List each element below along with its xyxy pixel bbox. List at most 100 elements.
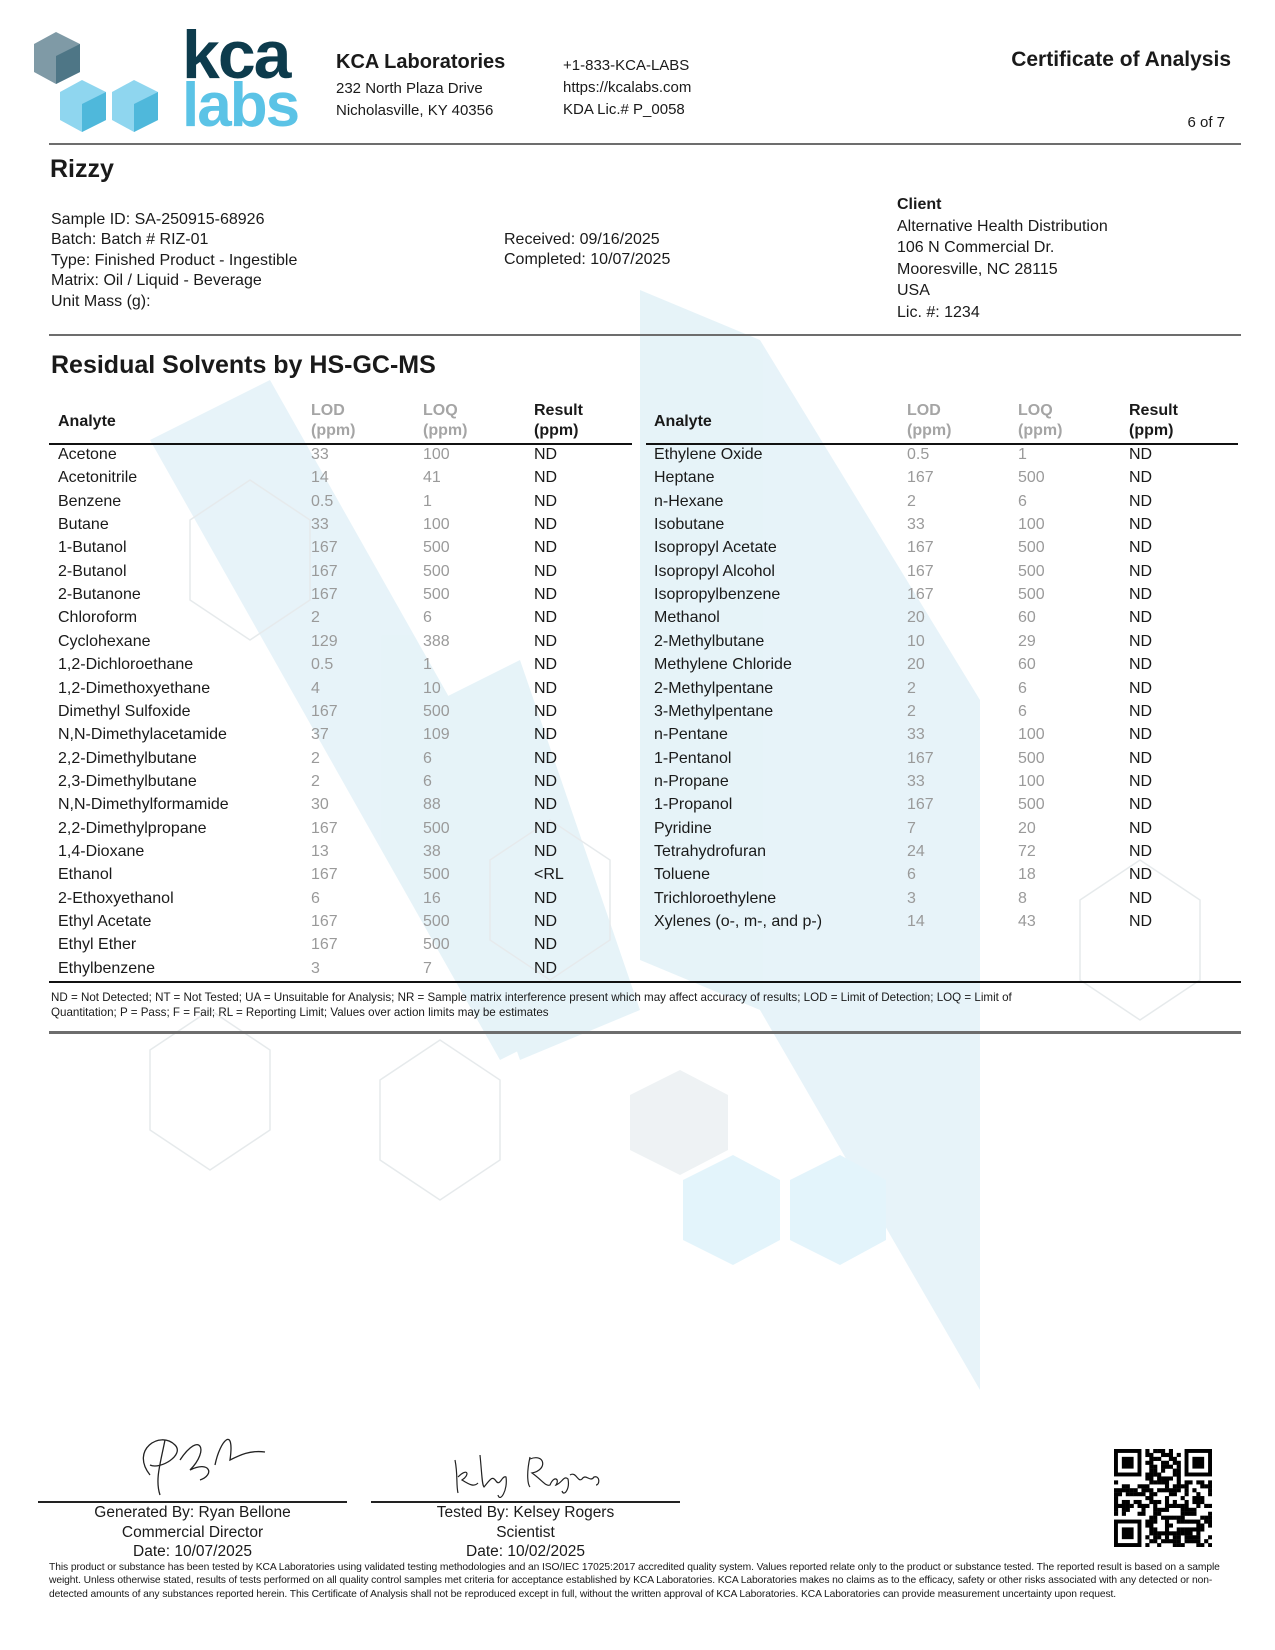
cell-lod: 2: [311, 609, 320, 627]
cell-lod: 167: [311, 936, 338, 954]
cell-lod: 167: [311, 702, 338, 720]
cell-result: ND: [1129, 796, 1153, 814]
generated-by: Generated By: Ryan Bellone: [94, 1504, 291, 1521]
column-header-loq: LOQ (ppm): [1018, 401, 1062, 441]
cell-analyte: n-Pentane: [654, 726, 728, 744]
cell-lod: 6: [311, 889, 320, 907]
cell-lod: 167: [311, 913, 338, 930]
cell-analyte: Tetrahydrofuran: [654, 842, 767, 860]
generated-by-block: Generated By: Ryan Bellone Commercial Di…: [38, 1503, 347, 1562]
cell-lod: 167: [311, 586, 338, 604]
cell-analyte: N,N-Dimethylformamide: [58, 796, 229, 814]
tested-by-title: Scientist: [496, 1523, 555, 1541]
cell-analyte: Benzene: [58, 492, 122, 510]
column-header-result-label: Result: [1129, 402, 1178, 419]
table-header-rule: [49, 443, 632, 445]
client-street: 106 N Commercial Dr.: [897, 239, 1055, 256]
cell-analyte: 2-Methylpentane: [654, 679, 774, 697]
cell-lod: 14: [311, 469, 329, 487]
cell-analyte: 1-Propanol: [654, 796, 733, 814]
cell-analyte: Heptane: [654, 469, 715, 487]
cell-loq: 500: [1018, 586, 1045, 604]
cell-result: ND: [1129, 446, 1153, 463]
lab-address-line2: Nicholasville, KY 40356: [336, 102, 494, 119]
cell-loq: 500: [423, 562, 450, 580]
cell-result: ND: [534, 913, 558, 930]
cell-analyte: Isopropylbenzene: [654, 586, 781, 604]
cell-lod: 24: [907, 842, 925, 860]
cell-loq: 43: [1018, 913, 1036, 930]
cell-result: ND: [534, 446, 558, 463]
cell-loq: 100: [1018, 516, 1045, 534]
cell-analyte: Isopropyl Acetate: [654, 539, 777, 557]
cell-analyte: n-Propane: [654, 772, 729, 790]
cell-loq: 500: [423, 913, 450, 930]
cell-result: ND: [534, 796, 558, 814]
cell-analyte: Ethyl Ether: [58, 936, 137, 954]
cell-result: ND: [534, 936, 558, 954]
cell-loq: 500: [1018, 539, 1045, 557]
cell-lod: 14: [907, 913, 925, 930]
cell-result: ND: [534, 586, 558, 604]
cell-result: ND: [1129, 726, 1153, 744]
qr-code-icon[interactable]: [1114, 1449, 1212, 1547]
cell-analyte: 2,3-Dimethylbutane: [58, 772, 197, 790]
sample-dates: Received: 09/16/2025 Completed: 10/07/20…: [504, 230, 670, 271]
cell-analyte: 2,2-Dimethylpropane: [58, 819, 207, 837]
cell-analyte: Methylene Chloride: [654, 656, 792, 674]
table-bottom-rule: [49, 981, 1241, 983]
lab-website[interactable]: https://kcalabs.com: [563, 79, 692, 96]
signature-ryan-bellone: [142, 1438, 266, 1496]
client-name: Alternative Health Distribution: [897, 217, 1108, 235]
cell-lod: 167: [907, 749, 934, 767]
column-header-result-unit: (ppm): [1129, 422, 1174, 439]
cell-analyte: Chloroform: [58, 609, 138, 627]
signature-line: [38, 1501, 347, 1503]
cell-result: ND: [1129, 516, 1153, 534]
page-number: 6 of 7: [1187, 114, 1225, 131]
section-title: Residual Solvents by HS-GC-MS: [51, 351, 436, 379]
cell-loq: 18: [1018, 866, 1036, 884]
cell-loq: 6: [1018, 492, 1027, 510]
tested-date: Date: 10/02/2025: [466, 1543, 585, 1560]
client-label: Client: [897, 196, 942, 213]
cell-loq: 100: [423, 516, 450, 534]
cell-lod: 33: [311, 446, 329, 463]
cell-loq: 88: [423, 796, 441, 814]
divider: [49, 334, 1241, 336]
cell-analyte: Ethyl Acetate: [58, 913, 152, 930]
sample-id: Sample ID: SA-250915-68926: [51, 211, 265, 228]
cell-result: ND: [534, 679, 558, 697]
cell-lod: 0.5: [907, 446, 930, 463]
cell-analyte: Methanol: [654, 609, 720, 627]
cell-analyte: 1-Butanol: [58, 539, 127, 557]
cell-loq: 72: [1018, 842, 1036, 860]
cell-loq: 1: [423, 492, 432, 510]
cell-analyte: Xylenes (o-, m-, and p-): [654, 913, 823, 930]
cell-result: ND: [1129, 702, 1153, 720]
cell-analyte: Ethylbenzene: [58, 959, 155, 977]
cell-analyte: 2-Ethoxyethanol: [58, 889, 174, 907]
cell-loq: 8: [1018, 889, 1027, 907]
cell-loq: 6: [1018, 679, 1027, 697]
sample-unit-mass: Unit Mass (g):: [51, 292, 151, 310]
cell-loq: 500: [423, 586, 450, 604]
cell-result: ND: [534, 726, 558, 744]
cell-result: ND: [534, 889, 558, 907]
cell-result: ND: [534, 772, 558, 790]
cell-result: ND: [534, 516, 558, 534]
cell-result: ND: [534, 842, 558, 860]
cell-analyte: Ethylene Oxide: [654, 446, 763, 463]
column-header-loq-label: LOQ: [423, 402, 458, 419]
column-header-lod-label: LOD: [311, 402, 345, 419]
cell-result: ND: [534, 492, 558, 510]
cell-loq: 6: [423, 609, 432, 627]
table-header-rule: [646, 443, 1238, 445]
cell-lod: 0.5: [311, 492, 334, 510]
cell-lod: 2: [311, 772, 320, 790]
cell-result: <RL: [534, 866, 564, 884]
cell-analyte: N,N-Dimethylacetamide: [58, 726, 227, 744]
cell-loq: 6: [423, 772, 432, 790]
column-header-result-unit: (ppm): [534, 422, 579, 439]
cell-result: ND: [1129, 539, 1153, 557]
